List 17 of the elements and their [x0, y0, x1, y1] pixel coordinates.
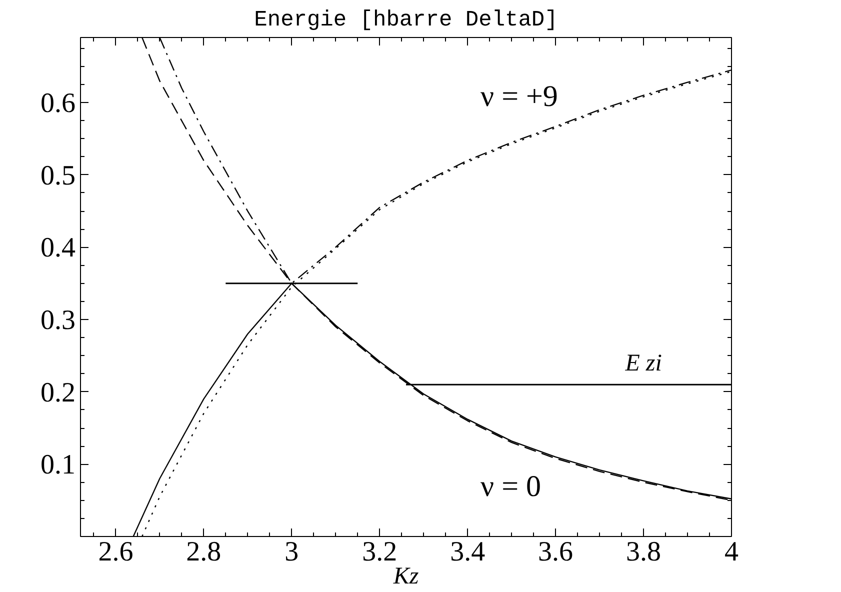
y-tick-label: 0.4 [40, 232, 76, 264]
annotation: E zi [624, 350, 662, 377]
y-tick-label: 0.2 [40, 377, 76, 408]
x-tick-label: 3 [284, 536, 299, 568]
x-tick-label: 3.6 [538, 536, 574, 568]
annotation: ν = +9 [480, 80, 558, 113]
x-tick-label: 3.4 [450, 536, 486, 568]
annotation: ν = 0 [480, 470, 541, 503]
chart-title: Energie [hbarre DeltaD] [254, 8, 558, 32]
y-tick-label: 0.1 [40, 450, 76, 481]
x-tick-label: 4 [724, 536, 738, 568]
y-tick-label: 0.6 [40, 88, 76, 120]
x-tick-label: 2.6 [98, 536, 134, 568]
y-tick-label: 0.5 [40, 160, 76, 192]
x-tick-label: 3.8 [626, 536, 662, 568]
y-tick-label: 0.3 [40, 305, 76, 336]
x-tick-label: 2.8 [186, 536, 222, 568]
